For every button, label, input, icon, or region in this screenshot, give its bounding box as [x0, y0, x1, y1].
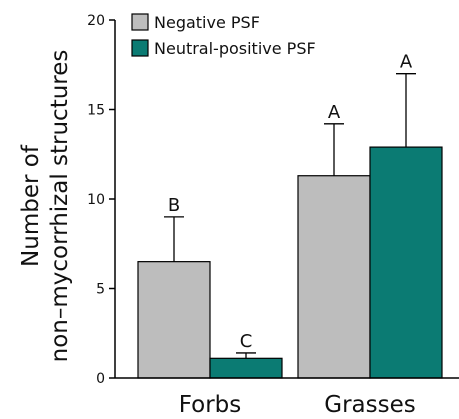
y-tick-label: 15 [87, 103, 105, 119]
bars [137, 146, 443, 379]
y-tick-label: 0 [96, 371, 105, 387]
significance-label: A [400, 52, 413, 73]
legend-swatch [131, 13, 149, 31]
bar [369, 146, 443, 379]
category-labels: Forbs Grasses [179, 392, 416, 418]
y-axis-ticks: 0 5 10 15 20 [87, 13, 115, 387]
bar [137, 261, 211, 379]
y-axis-label-line-2: non–mycorrhizal structures [47, 50, 73, 363]
y-tick-label: 10 [87, 192, 105, 208]
significance-label: C [240, 331, 253, 352]
legend-swatch [131, 39, 149, 57]
y-tick-label: 5 [96, 282, 105, 298]
x-category-label: Forbs [179, 392, 242, 418]
significance-labels: B C A A [168, 52, 413, 352]
y-tick-label: 20 [87, 13, 105, 29]
legend-label: Neutral-positive PSF [154, 39, 316, 58]
x-category-label: Grasses [324, 392, 415, 418]
legend: Negative PSF Neutral-positive PSF [131, 13, 316, 58]
legend-label: Negative PSF [154, 13, 260, 32]
error-bars [164, 73, 416, 359]
bar [209, 357, 283, 379]
significance-label: A [328, 102, 341, 123]
y-axis-label-line-1: Number of [18, 144, 44, 267]
axes [114, 20, 459, 379]
significance-label: B [168, 195, 180, 216]
bar [297, 175, 371, 379]
